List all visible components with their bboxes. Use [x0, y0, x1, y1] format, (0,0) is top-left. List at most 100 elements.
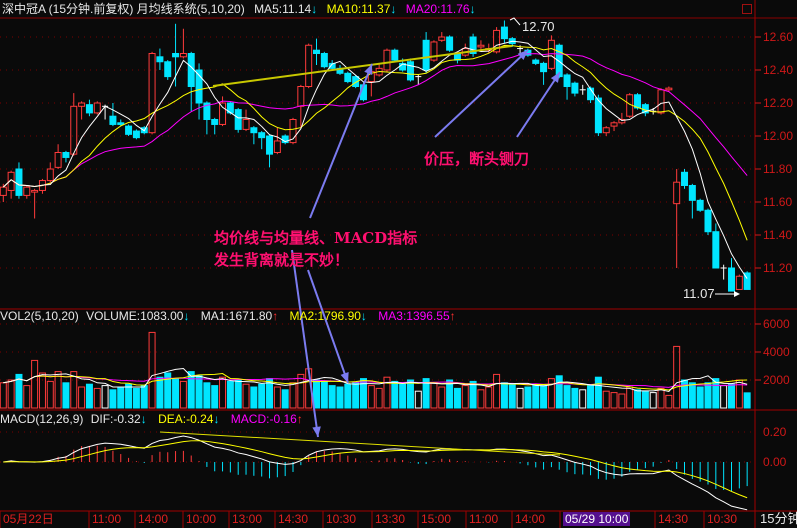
- volume-bar: [500, 382, 508, 409]
- candle-down: [532, 59, 540, 64]
- candle-down: [62, 152, 70, 158]
- ma5-value: MA5:11.14: [254, 2, 312, 16]
- candle-down: [15, 168, 23, 196]
- period-label[interactable]: 15分钟: [760, 511, 797, 526]
- candle-up: [477, 44, 485, 48]
- arrow-down-icon: ↓: [469, 2, 476, 16]
- volume-bar: [493, 373, 501, 409]
- volume-bar: [109, 389, 117, 409]
- annotation-arrow: [434, 49, 529, 138]
- time-label: 14:00: [515, 512, 546, 526]
- candle-up: [383, 49, 391, 71]
- candle-up: [289, 119, 297, 144]
- volume-bar: [579, 389, 587, 409]
- candle-down: [125, 125, 133, 135]
- candle-up: [618, 119, 626, 124]
- volume-ma1: MA1:1671.80: [200, 309, 273, 323]
- volume-bar: [117, 386, 125, 409]
- volume-bar: [46, 380, 54, 409]
- volume-bar: [540, 385, 548, 409]
- candle-down: [313, 49, 320, 55]
- candle-down: [634, 94, 642, 109]
- price-tick-label: 12.60: [763, 30, 794, 44]
- macd-tick-label: 0.00: [763, 455, 787, 469]
- volume-bar: [0, 382, 7, 409]
- volume-bar: [125, 383, 133, 409]
- volume-bar: [359, 378, 367, 409]
- volume-bar: [101, 385, 109, 409]
- arrowhead-icon: [364, 64, 373, 75]
- candle-down: [164, 61, 172, 78]
- candle-down: [712, 231, 720, 269]
- arrow-down-icon: ↓: [213, 412, 220, 426]
- volume-bar: [297, 373, 305, 409]
- arrow-up-icon: ↑: [449, 309, 456, 323]
- volume-bar: [485, 386, 493, 409]
- arrow-down-icon: ↓: [183, 309, 190, 323]
- macd-trendline: [159, 431, 561, 456]
- arrow-up-icon: ↑: [296, 412, 303, 426]
- arrow-down-icon: ↓: [311, 2, 318, 16]
- ma10-value: MA10:11.37: [326, 2, 391, 16]
- window-restore-icon[interactable]: [742, 4, 752, 14]
- macd-header: MACD(12,26,9) DIF:-0.32↓ DEA:-0.24↓ MACD…: [0, 412, 303, 426]
- volume-bar: [226, 380, 234, 409]
- volume-bar: [313, 379, 320, 409]
- time-label: 13:00: [232, 512, 263, 526]
- volume-bar: [132, 387, 140, 409]
- arrowhead-icon: [550, 72, 560, 83]
- volume-ma3: MA3:1396.55: [378, 309, 450, 323]
- volume-bar: [516, 387, 524, 409]
- annotation-divergence-line1: 均价线与均量线、MACD指标: [214, 229, 418, 247]
- candle-down: [172, 53, 180, 58]
- volume-bar: [673, 345, 681, 409]
- volume-bar: [344, 383, 352, 409]
- volume-bar: [187, 371, 195, 409]
- volume-bar: [594, 376, 602, 409]
- candle-up: [430, 41, 438, 61]
- volume-bar: [555, 375, 563, 409]
- time-label: 10:30: [707, 512, 738, 526]
- candle-down: [743, 272, 751, 290]
- arrowhead-icon: [340, 372, 349, 383]
- candle-up: [297, 86, 305, 107]
- time-label: 10:00: [186, 512, 217, 526]
- candle-down: [266, 135, 274, 155]
- volume-bar: [641, 390, 649, 409]
- volume-bar: [618, 393, 626, 409]
- candle-down: [406, 61, 414, 81]
- annotation-arrow: [309, 63, 373, 219]
- volume-bar: [587, 385, 595, 409]
- volume-bar: [70, 371, 78, 409]
- candle-down: [187, 53, 195, 87]
- time-label: 10:30: [326, 512, 357, 526]
- volume-bar: [203, 382, 211, 409]
- price-tick-label: 12.40: [763, 63, 794, 77]
- candle-down: [704, 209, 712, 233]
- price-header: 深中冠A (15分钟.前复权) 月均线系统(5,10,20) MA5:11.14…: [2, 2, 476, 16]
- candle-down: [258, 132, 266, 139]
- volume-header: VOL2(5,10,20) VOLUME:1083.00↓ MA1:1671.8…: [0, 309, 456, 323]
- price-tick-label: 12.00: [763, 129, 794, 143]
- volume-bar: [38, 372, 46, 409]
- candle-down: [85, 104, 93, 114]
- volume-bar: [665, 394, 673, 409]
- volume-bar: [179, 380, 187, 409]
- volume-ma1-line: [3, 367, 748, 393]
- candle-up: [31, 189, 39, 193]
- candle-up: [93, 102, 101, 114]
- price-tick-label: 12.20: [763, 96, 794, 110]
- volume-bar: [383, 376, 391, 409]
- candle-up: [148, 53, 156, 134]
- candle-down: [203, 102, 211, 120]
- volume-bar: [696, 386, 704, 409]
- volume-bar: [219, 376, 227, 409]
- annotation-divergence-line2: 发生背离就是不妙！: [214, 251, 350, 269]
- volume-bar: [446, 379, 454, 409]
- volume-bar: [336, 386, 344, 409]
- arrow-down-icon: ↓: [360, 309, 367, 323]
- volume-bar: [273, 386, 281, 409]
- volume-bar: [657, 387, 665, 409]
- annotation-price-pressure: 价压，断头铡刀: [424, 150, 530, 168]
